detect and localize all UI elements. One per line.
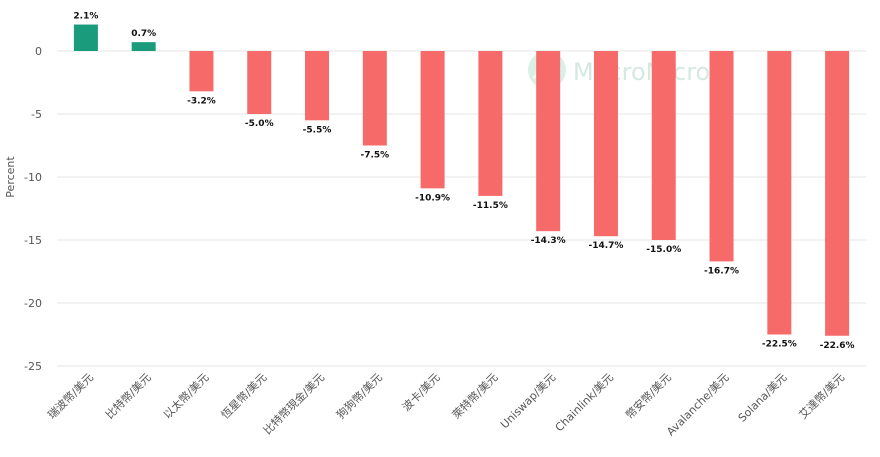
bar[interactable] (478, 51, 503, 196)
data-label: -7.5% (360, 151, 389, 161)
bar[interactable] (825, 51, 850, 336)
bar[interactable] (247, 51, 272, 114)
bar[interactable] (709, 51, 734, 262)
data-label: -22.6% (820, 341, 855, 351)
data-label: -14.7% (588, 241, 623, 251)
data-label: -16.7% (704, 266, 739, 276)
y-tick-label: -10 (24, 171, 42, 184)
x-tick-label: 艾達幣/美元 (797, 371, 848, 422)
x-tick-label: 以太幣/美元 (161, 371, 212, 422)
y-tick-label: 0 (35, 45, 42, 58)
x-tick-label: Chainlink/美元 (553, 371, 616, 434)
bar[interactable] (305, 51, 330, 121)
bar[interactable] (420, 51, 445, 189)
data-label: -14.3% (531, 236, 566, 246)
x-tick-label: 比特幣/美元 (102, 370, 153, 421)
data-label: -10.9% (415, 193, 450, 203)
data-label: -22.5% (762, 340, 797, 350)
y-tick-label: -25 (24, 360, 42, 373)
x-tick-label: 瑞波幣/美元 (45, 370, 96, 421)
bar[interactable] (189, 51, 214, 92)
bar[interactable] (651, 51, 676, 240)
x-tick-label: 波卡/美元 (400, 371, 443, 414)
bar[interactable] (593, 51, 618, 237)
bar[interactable] (536, 51, 561, 232)
bars (73, 24, 850, 336)
y-tick-label: -20 (24, 297, 42, 310)
bar[interactable] (131, 42, 156, 51)
x-tick-label: Uniswap/美元 (498, 371, 558, 431)
x-tick-label: 比特幣現金/美元 (260, 370, 327, 437)
y-tick-label: -15 (24, 234, 42, 247)
x-tick-label: 萊特幣/美元 (449, 370, 500, 421)
x-tick-label: 狗狗幣/美元 (334, 371, 385, 422)
gridlines (57, 50, 866, 367)
data-label: -15.0% (646, 245, 681, 255)
bar[interactable] (73, 24, 98, 51)
x-tick-label: Avalanche/美元 (664, 371, 731, 438)
data-label: 0.7% (131, 29, 156, 39)
data-label: -5.0% (245, 119, 274, 129)
y-tick-label: -5 (31, 108, 42, 121)
data-label: -5.5% (303, 125, 332, 135)
data-label: -11.5% (473, 201, 508, 211)
bar[interactable] (767, 51, 792, 335)
data-label: 2.1% (73, 12, 98, 22)
y-axis-ticks: 0 -5 -10 -15 -20 -25 (24, 45, 42, 373)
x-tick-label: Solana/美元 (736, 371, 790, 425)
y-axis-label: Percent (4, 156, 17, 198)
watermark-text: MacroMicro (573, 58, 710, 86)
x-tick-label: 恆星幣/美元 (218, 370, 269, 421)
x-tick-label: 幣安幣/美元 (622, 370, 673, 421)
data-label: -3.2% (187, 96, 216, 106)
data-labels: 2.1% 0.7% -3.2% -5.0% -5.5% -7.5% -10.9% -11.5%… (73, 12, 854, 351)
bar[interactable] (362, 51, 387, 146)
